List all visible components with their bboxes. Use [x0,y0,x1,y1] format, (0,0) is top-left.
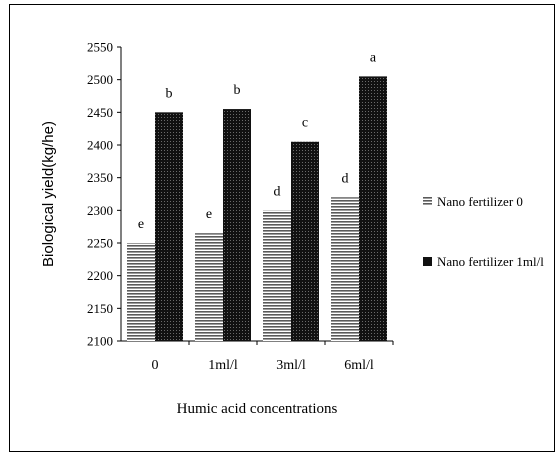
bar-nano-0 [331,197,359,341]
bar-nano-1ml [155,112,183,341]
bar-significance-label: e [138,217,144,232]
bar-chart: 2100 2150 2200 2250 2300 2350 2400 2450 2500 2550… [40,40,544,418]
y-tick-label: 2150 [87,301,113,316]
legend-swatch-nano-1ml [423,257,432,266]
y-tick-label: 2450 [87,105,113,120]
bar-nano-1ml [291,141,319,341]
legend: Nano fertilizer 0 Nano fertilizer 1ml/l [423,194,544,269]
labels: e b e b d c d a [138,50,377,232]
x-tick-label: 6ml/l [344,358,374,373]
y-tick-label: 2500 [87,72,113,87]
bar-significance-label: e [206,207,212,222]
y-tick-label: 2550 [87,40,113,55]
bar-significance-label: d [342,171,349,186]
bar-nano-0 [127,243,155,341]
bar-significance-label: d [274,184,281,199]
y-tick-label: 2400 [87,138,113,153]
bar-significance-label: c [302,116,308,131]
bar-significance-label: b [166,86,173,101]
legend-swatch-nano-0 [423,197,432,206]
bars [127,76,387,342]
chart-frame: 2100 2150 2200 2250 2300 2350 2400 2450 2500 2550… [9,4,555,452]
x-axis-title: Humic acid concentrations [177,401,338,417]
bar-nano-0 [195,233,223,341]
y-tick-label: 2300 [87,203,113,218]
x-tick-label: 3ml/l [276,358,306,373]
y-axis-title: Biological yield(kg/he) [40,121,57,267]
bar-significance-label: a [370,50,377,65]
bar-significance-label: b [234,83,241,98]
y-tick-label: 2250 [87,236,113,251]
legend-label-nano-1ml: Nano fertilizer 1ml/l [437,254,544,269]
x-tick-label: 1ml/l [208,358,238,373]
axes: 2100 2150 2200 2250 2300 2350 2400 2450 2500 2550… [40,40,394,417]
legend-label-nano-0: Nano fertilizer 0 [437,194,523,209]
y-tick-label: 2100 [87,334,113,349]
y-tick-label: 2350 [87,170,113,185]
bar-nano-1ml [223,109,251,341]
x-tick-label: 0 [152,358,159,373]
bar-nano-1ml [359,76,387,342]
y-tick-label: 2200 [87,268,113,283]
bar-nano-0 [263,210,291,341]
